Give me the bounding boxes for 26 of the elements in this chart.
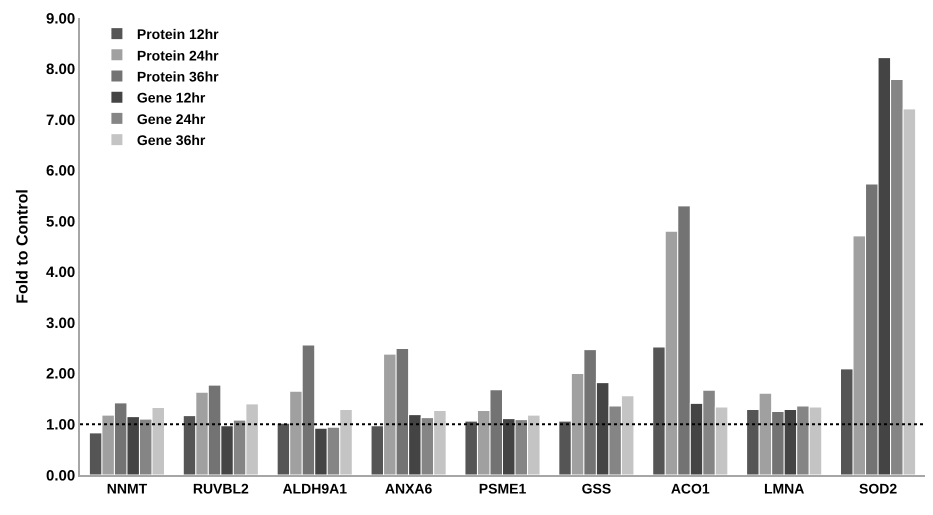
y-tick-label: 1.00 — [46, 416, 76, 434]
y-tick-label: 9.00 — [46, 10, 76, 28]
y-axis-title: Fold to Control — [14, 189, 32, 304]
x-tick-label: LMNA — [764, 480, 804, 497]
x-tick-label: NNMT — [106, 480, 148, 497]
legend-label: Gene 12hr — [136, 90, 206, 106]
y-tick-label: 0.00 — [46, 467, 76, 484]
y-tick-label: 8.00 — [46, 61, 76, 78]
x-tick-label: ALDH9A1 — [282, 480, 348, 497]
y-tick-label: 5.00 — [46, 213, 76, 230]
legend-label: Gene 24hr — [136, 110, 206, 127]
y-tick-label: 2.00 — [46, 366, 76, 383]
legend-label: Protein 24hr — [136, 47, 220, 64]
x-tick-label: GSS — [582, 480, 612, 497]
x-tick-label: ACO1 — [670, 480, 710, 497]
legend-label: Protein 36hr — [136, 68, 220, 84]
x-tick-label: PSME1 — [478, 480, 526, 497]
x-tick-label: ANXA6 — [384, 480, 433, 497]
y-tick-label: 6.00 — [46, 162, 76, 180]
y-tick-label: 3.00 — [46, 314, 76, 332]
x-tick-label: SOD2 — [858, 480, 898, 497]
x-tick-label: RUVBL2 — [192, 480, 250, 497]
legend-label: Gene 36hr — [136, 132, 206, 148]
legend-label: Protein 12hr — [136, 26, 220, 42]
y-tick-label: 4.00 — [46, 264, 76, 282]
y-tick-label: 7.00 — [46, 112, 76, 129]
